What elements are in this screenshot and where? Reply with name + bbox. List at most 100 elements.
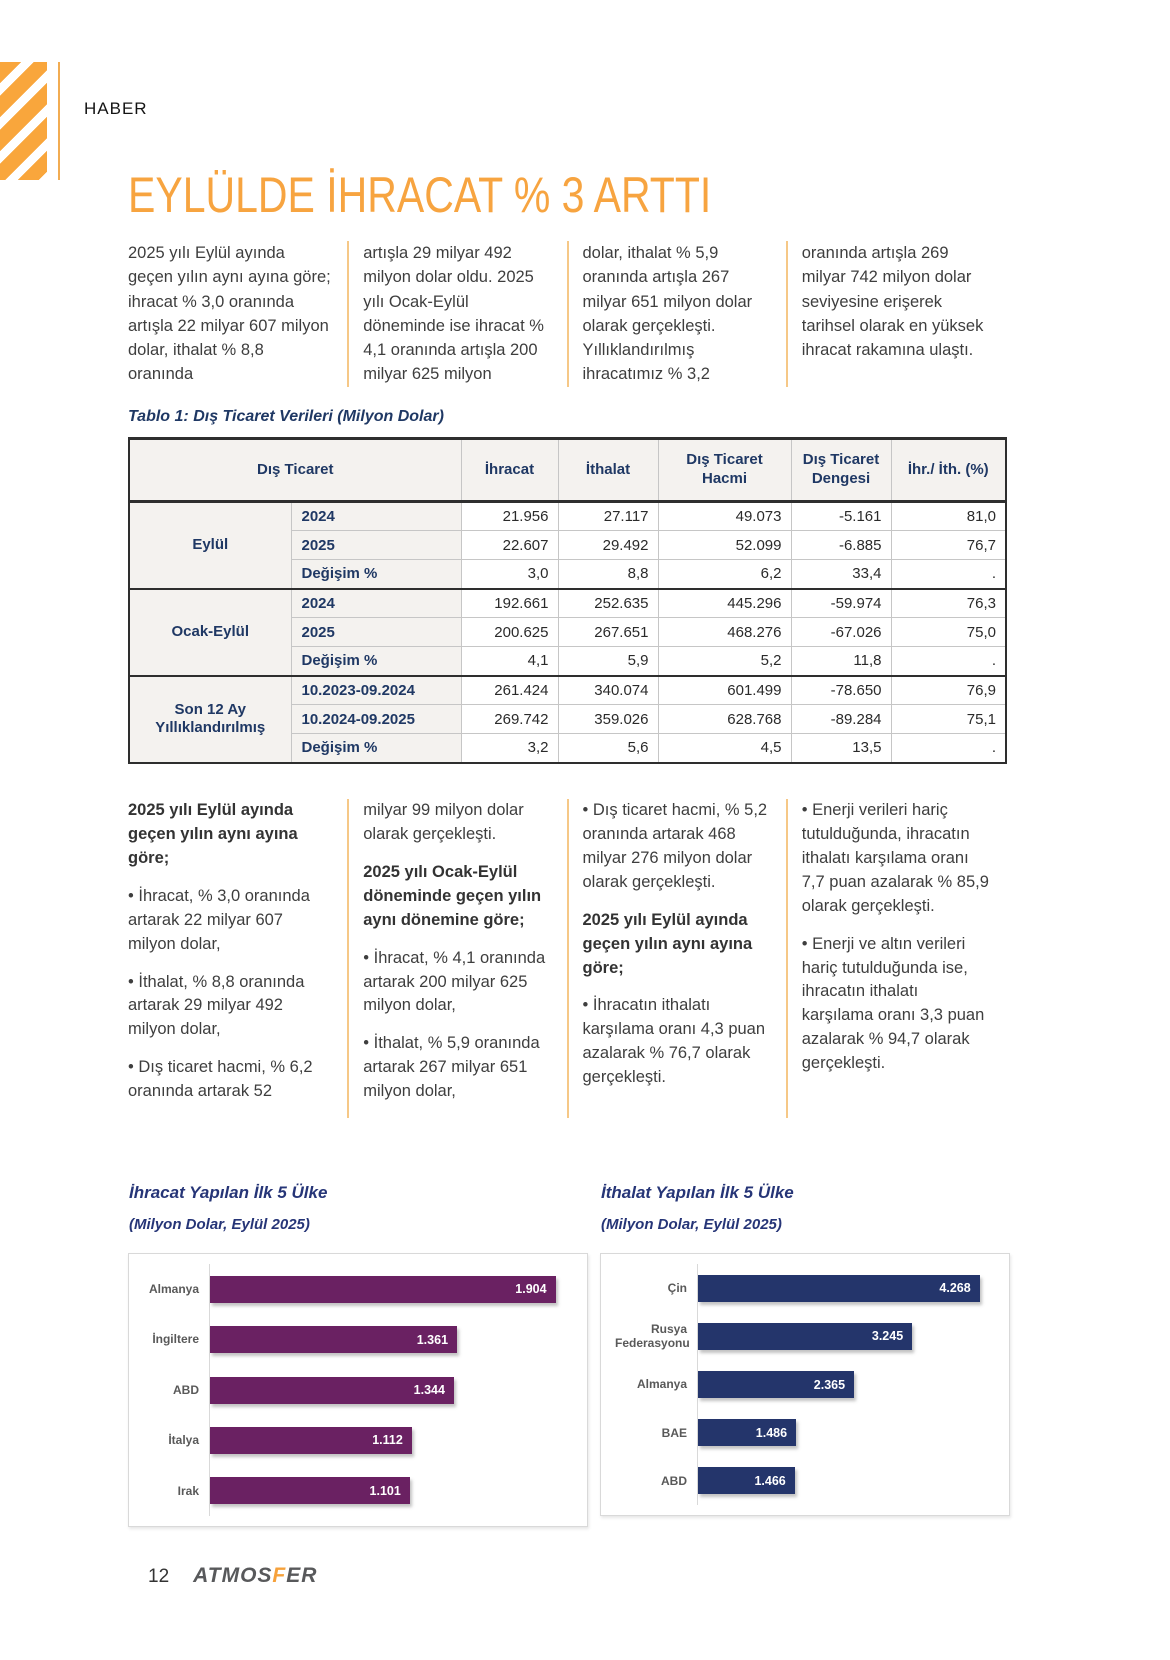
table-header-row: Dış Ticaret İhracat İthalat Dış Ticaret … xyxy=(128,438,1007,503)
value-cell: 76,3 xyxy=(890,587,1007,618)
bar-value-label: 1.466 xyxy=(754,1473,786,1488)
bar-plot-area: 4.268 xyxy=(697,1264,995,1313)
page-title: EYLÜLDE İHRACAT % 3 ARTTI xyxy=(128,167,712,223)
analysis-heading: 2025 yılı Eylül ayında geçen yılın aynı … xyxy=(128,801,298,867)
bar-plot-area: 1.361 xyxy=(209,1314,573,1365)
value-cell: 5,9 xyxy=(557,646,659,676)
bar-row: Irak 1.101 xyxy=(143,1465,573,1517)
table-row: Değişim % 4,1 5,9 5,2 11,8. xyxy=(129,646,1007,676)
intro-section: 2025 yılı Eylül ayında geçen yılın aynı … xyxy=(128,241,1005,387)
value-cell: -78.650 xyxy=(790,674,892,705)
value-cell: 8,8 xyxy=(557,559,659,589)
col-header-dis-ticaret: Dış Ticaret xyxy=(128,438,462,503)
bar-plot-area: 1.486 xyxy=(697,1408,995,1457)
table-row: Değişim % 3,2 5,6 4,5 13,5. xyxy=(129,733,1007,763)
stripes-logo-icon xyxy=(0,62,47,180)
value-cell: 468.276 xyxy=(657,617,792,647)
period-label: Değişim % xyxy=(290,646,462,676)
bar-value-label: 1.904 xyxy=(515,1282,547,1297)
analysis-column-3: • Dış ticaret hacmi, % 5,2 oranında arta… xyxy=(566,799,786,1119)
intro-column-4: oranında artışla 269 milyar 742 milyon d… xyxy=(785,241,1005,387)
analysis-bullet: • Enerji ve altın verileri hariç tutuldu… xyxy=(801,934,985,1073)
analysis-column-2: milyar 99 milyon dolar olarak gerçekleşt… xyxy=(347,799,566,1119)
value-cell: -6.885 xyxy=(790,530,892,560)
value-cell: 49.073 xyxy=(657,500,792,531)
value-cell: . xyxy=(890,646,1007,676)
value-cell: 267.651 xyxy=(557,617,659,647)
period-label: 2025 xyxy=(290,617,462,647)
period-label: 2024 xyxy=(290,587,462,618)
value-cell: -5.161 xyxy=(790,500,892,531)
analysis-bullet: • İhracatın ithalatı karşılama oranı 4,3… xyxy=(582,996,766,1087)
bar-category-label: Irak xyxy=(177,1483,199,1498)
bar-value-label: 1.486 xyxy=(755,1425,788,1440)
bar-row: İtalya 1.112 xyxy=(143,1415,573,1466)
bar-row: Rusya Federasyonu 3.245 xyxy=(615,1312,995,1361)
value-cell: 261.424 xyxy=(460,674,559,705)
value-cell: 4,1 xyxy=(460,646,559,676)
period-label: Değişim % xyxy=(290,559,462,589)
bar-plot-area: 1.344 xyxy=(209,1364,573,1416)
value-cell: 4,5 xyxy=(657,733,792,763)
intro-paragraph: 2025 yılı Eylül ayında geçen yılın aynı … xyxy=(128,244,331,384)
col-header-dengesi: Dış Ticaret Dengesi xyxy=(790,438,892,503)
brand-post: ER xyxy=(286,1564,318,1587)
export-chart-subtitle: (Milyon Dolar, Eylül 2025) xyxy=(129,1216,310,1233)
value-cell: 75,1 xyxy=(890,704,1007,734)
analysis-bullet: • Dış ticaret hacmi, % 5,2 oranında arta… xyxy=(582,801,768,891)
intro-paragraph: dolar, ithalat % 5,9 oranında artışla 26… xyxy=(582,244,753,384)
bar-row: Almanya 2.365 xyxy=(615,1360,995,1409)
bar: 1.344 xyxy=(210,1376,454,1404)
bar-plot-area: 1.112 xyxy=(209,1415,573,1466)
intro-paragraph: artışla 29 milyar 492 milyon dolar oldu.… xyxy=(363,244,544,384)
analysis-bullet: • İhracat, % 3,0 oranında artarak 22 mil… xyxy=(128,886,310,953)
table-row: 2025 22.607 29.492 52.099 -6.885 76,7 xyxy=(129,530,1007,560)
value-cell: 269.742 xyxy=(460,704,559,734)
brand-accent: F xyxy=(272,1564,287,1587)
logo-divider xyxy=(58,62,60,180)
value-cell: 200.625 xyxy=(460,617,559,647)
bar-category-label: BAE xyxy=(661,1425,687,1440)
page-number: 12 xyxy=(148,1566,170,1587)
bar-row: ABD 1.344 xyxy=(143,1364,573,1416)
intro-column-1: 2025 yılı Eylül ayında geçen yılın aynı … xyxy=(128,241,347,387)
analysis-heading: 2025 yılı Ocak-Eylül döneminde geçen yıl… xyxy=(363,862,542,929)
brand-pre: ATMOS xyxy=(193,1564,273,1587)
trade-table-body: Eylül 2024 21.956 27.117 49.073 -5.161 81,0 202… xyxy=(128,500,1007,763)
chart-box-2: Çin 4.268 Rusya Federasyonu 3.245 Almanya 2.3… xyxy=(600,1253,1010,1516)
bar-value-label: 1.344 xyxy=(413,1383,445,1398)
value-cell: 359.026 xyxy=(557,704,659,734)
chart-box-1: Almanya 1.904 İngiltere 1.361 ABD 1.344 İtalya… xyxy=(128,1253,588,1527)
value-cell: 13,5 xyxy=(790,733,892,763)
value-cell: . xyxy=(890,733,1007,763)
bar: 1.101 xyxy=(210,1477,410,1505)
value-cell: 445.296 xyxy=(657,587,792,618)
value-cell: 27.117 xyxy=(557,500,659,531)
period-label: Değişim % xyxy=(290,733,462,763)
bar-plot-area: 3.245 xyxy=(697,1312,995,1361)
page-footer: 12 ATMOSFER xyxy=(148,1564,317,1588)
value-cell: 75,0 xyxy=(890,617,1007,647)
bar: 4.268 xyxy=(698,1274,980,1302)
col-header-hacmi: Dış Ticaret Hacmi xyxy=(657,438,792,503)
bar-plot-area: 1.904 xyxy=(209,1264,573,1315)
period-label: 2025 xyxy=(290,530,462,560)
bar: 1.486 xyxy=(698,1419,797,1447)
table-row: Son 12 Ay Yıllıklandırılmış 10.2023-09.20… xyxy=(128,674,1007,763)
bar-category-label: Rusya Federasyonu xyxy=(615,1321,690,1351)
bar-category-label: İtalya xyxy=(168,1433,199,1448)
analysis-column-4: • Enerji verileri hariç tutulduğunda, ih… xyxy=(785,799,1005,1119)
value-cell: 76,7 xyxy=(890,530,1007,560)
value-cell: 3,2 xyxy=(460,733,559,763)
value-cell: 76,9 xyxy=(890,674,1007,705)
value-cell: 252.635 xyxy=(557,587,659,618)
value-cell: 5,2 xyxy=(657,646,792,676)
intro-column-2: artışla 29 milyar 492 milyon dolar oldu.… xyxy=(347,241,566,387)
bar-category-label: ABD xyxy=(661,1473,687,1488)
value-cell: 628.768 xyxy=(657,704,792,734)
value-cell: 601.499 xyxy=(657,674,792,705)
analysis-bullet: • Dış ticaret hacmi, % 6,2 oranında arta… xyxy=(128,1058,313,1101)
bar-row: İngiltere 1.361 xyxy=(143,1314,573,1365)
bar-plot-area: 1.101 xyxy=(209,1465,573,1517)
